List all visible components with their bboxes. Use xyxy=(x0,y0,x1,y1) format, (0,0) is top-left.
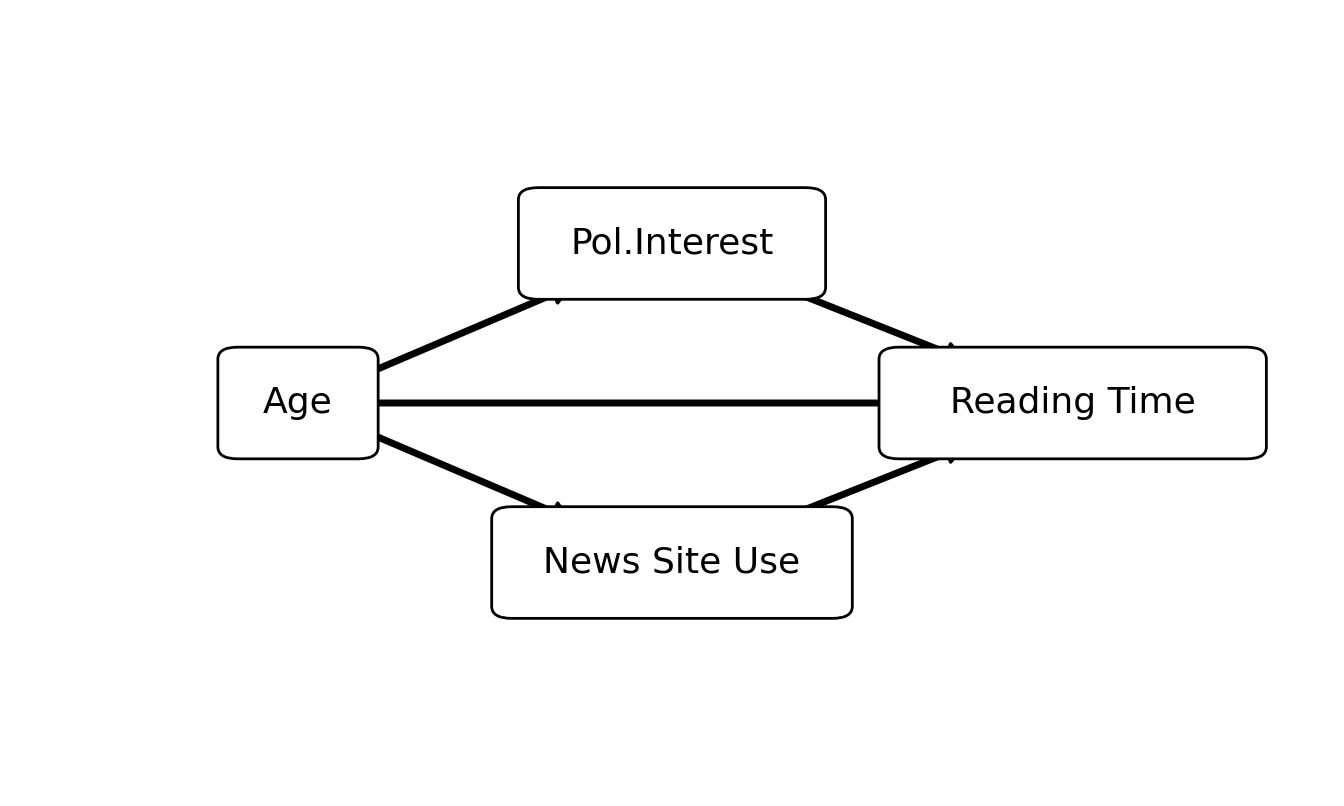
Text: Age: Age xyxy=(263,386,333,420)
Text: Reading Time: Reading Time xyxy=(950,386,1196,420)
FancyArrowPatch shape xyxy=(358,285,569,379)
FancyBboxPatch shape xyxy=(879,347,1266,459)
Text: Pol.Interest: Pol.Interest xyxy=(570,226,774,260)
Text: News Site Use: News Site Use xyxy=(543,546,801,580)
FancyBboxPatch shape xyxy=(218,347,378,459)
FancyArrowPatch shape xyxy=(782,285,962,362)
FancyArrowPatch shape xyxy=(782,444,962,521)
FancyBboxPatch shape xyxy=(519,188,825,299)
FancyBboxPatch shape xyxy=(492,507,852,618)
FancyArrowPatch shape xyxy=(358,393,899,413)
FancyArrowPatch shape xyxy=(358,427,569,521)
